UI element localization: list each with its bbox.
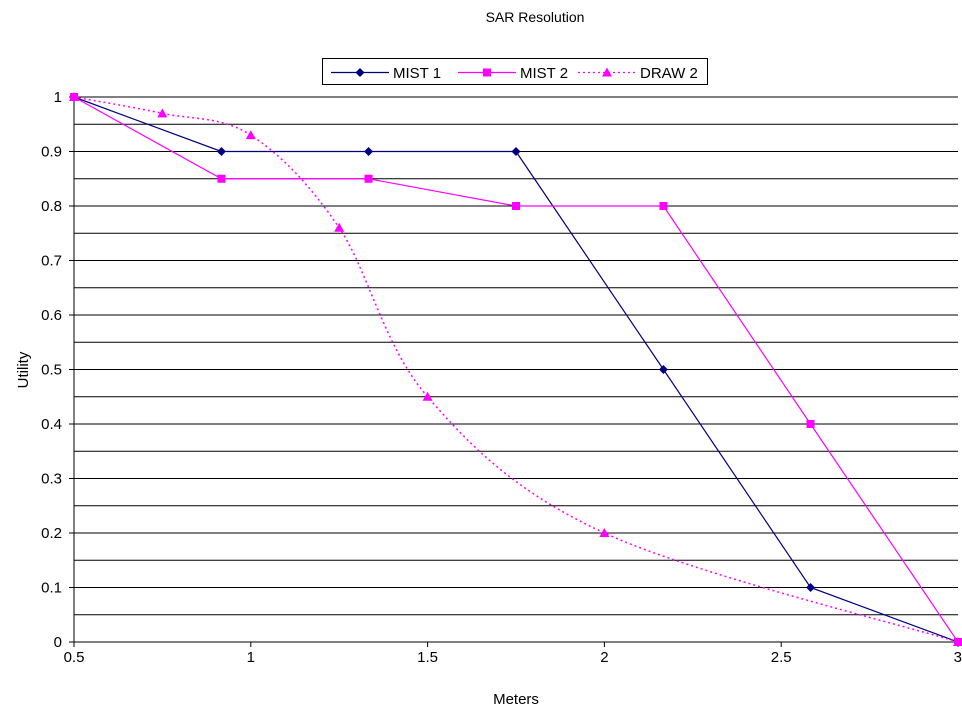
- y-tick-label: 1: [54, 89, 62, 106]
- marker-square: [364, 174, 373, 183]
- marker-diamond: [806, 583, 816, 592]
- legend-item: DRAW 2: [578, 65, 698, 82]
- marker-triangle: [599, 528, 610, 537]
- y-tick-label: 0.3: [41, 471, 62, 488]
- y-axis-label: Utility: [15, 351, 32, 388]
- x-tick-label: 1.5: [417, 649, 438, 666]
- legend: MIST 1 MIST 2 DRAW 2: [322, 58, 708, 85]
- marker-square: [806, 420, 815, 428]
- marker-triangle: [953, 637, 962, 646]
- marker-triangle: [602, 67, 612, 77]
- y-tick-label: 0.4: [41, 416, 62, 433]
- chart-title: SAR Resolution: [485, 9, 585, 25]
- marker-triangle: [334, 222, 345, 232]
- marker-triangle: [245, 130, 256, 140]
- marker-triangle: [157, 108, 168, 118]
- series-mist-1: [69, 92, 962, 647]
- y-tick-label: 0.5: [41, 362, 62, 379]
- legend-label: MIST 2: [520, 65, 568, 82]
- legend-item: MIST 1: [331, 65, 441, 82]
- marker-square: [512, 202, 520, 210]
- x-tick-label: 1: [247, 649, 255, 666]
- x-tick-label: 2.5: [771, 649, 792, 666]
- marker-diamond: [355, 68, 365, 77]
- gridlines: [74, 96, 958, 643]
- marker-square: [217, 174, 226, 183]
- marker-diamond: [511, 147, 521, 156]
- y-tick-label: 0.9: [41, 144, 62, 161]
- series-layer: [69, 92, 962, 647]
- x-tick-label: 2: [600, 649, 608, 666]
- marker-square: [659, 202, 668, 210]
- y-tick-label: 0.8: [41, 198, 62, 215]
- marker-diamond: [364, 147, 374, 156]
- series-line: [73, 96, 959, 643]
- x-axis-label: Meters: [493, 691, 539, 708]
- marker-triangle: [422, 391, 433, 401]
- legend-label: DRAW 2: [640, 65, 698, 82]
- y-tick-label: 0.2: [41, 525, 62, 542]
- y-tick-label: 0: [54, 634, 62, 651]
- marker-diamond: [658, 365, 668, 374]
- x-tick-label: 0.5: [64, 649, 85, 666]
- y-tick-label: 0.7: [41, 253, 62, 270]
- y-tick-label: 0.1: [41, 580, 62, 597]
- marker-diamond: [216, 147, 226, 156]
- x-tick-label: 3: [954, 649, 962, 666]
- marker-triangle: [69, 92, 79, 101]
- legend-label: MIST 1: [393, 65, 441, 82]
- legend-item: MIST 2: [458, 65, 568, 82]
- marker-square: [483, 68, 491, 77]
- y-tick-label: 0.6: [41, 307, 62, 324]
- axes: 0 0.1 0.2 0.3 0.4 0.5 0.6 0.7 0.8 0.9 1 0.5 1 1.5 2 2.5…: [41, 89, 962, 666]
- series-draw-2: [69, 92, 962, 646]
